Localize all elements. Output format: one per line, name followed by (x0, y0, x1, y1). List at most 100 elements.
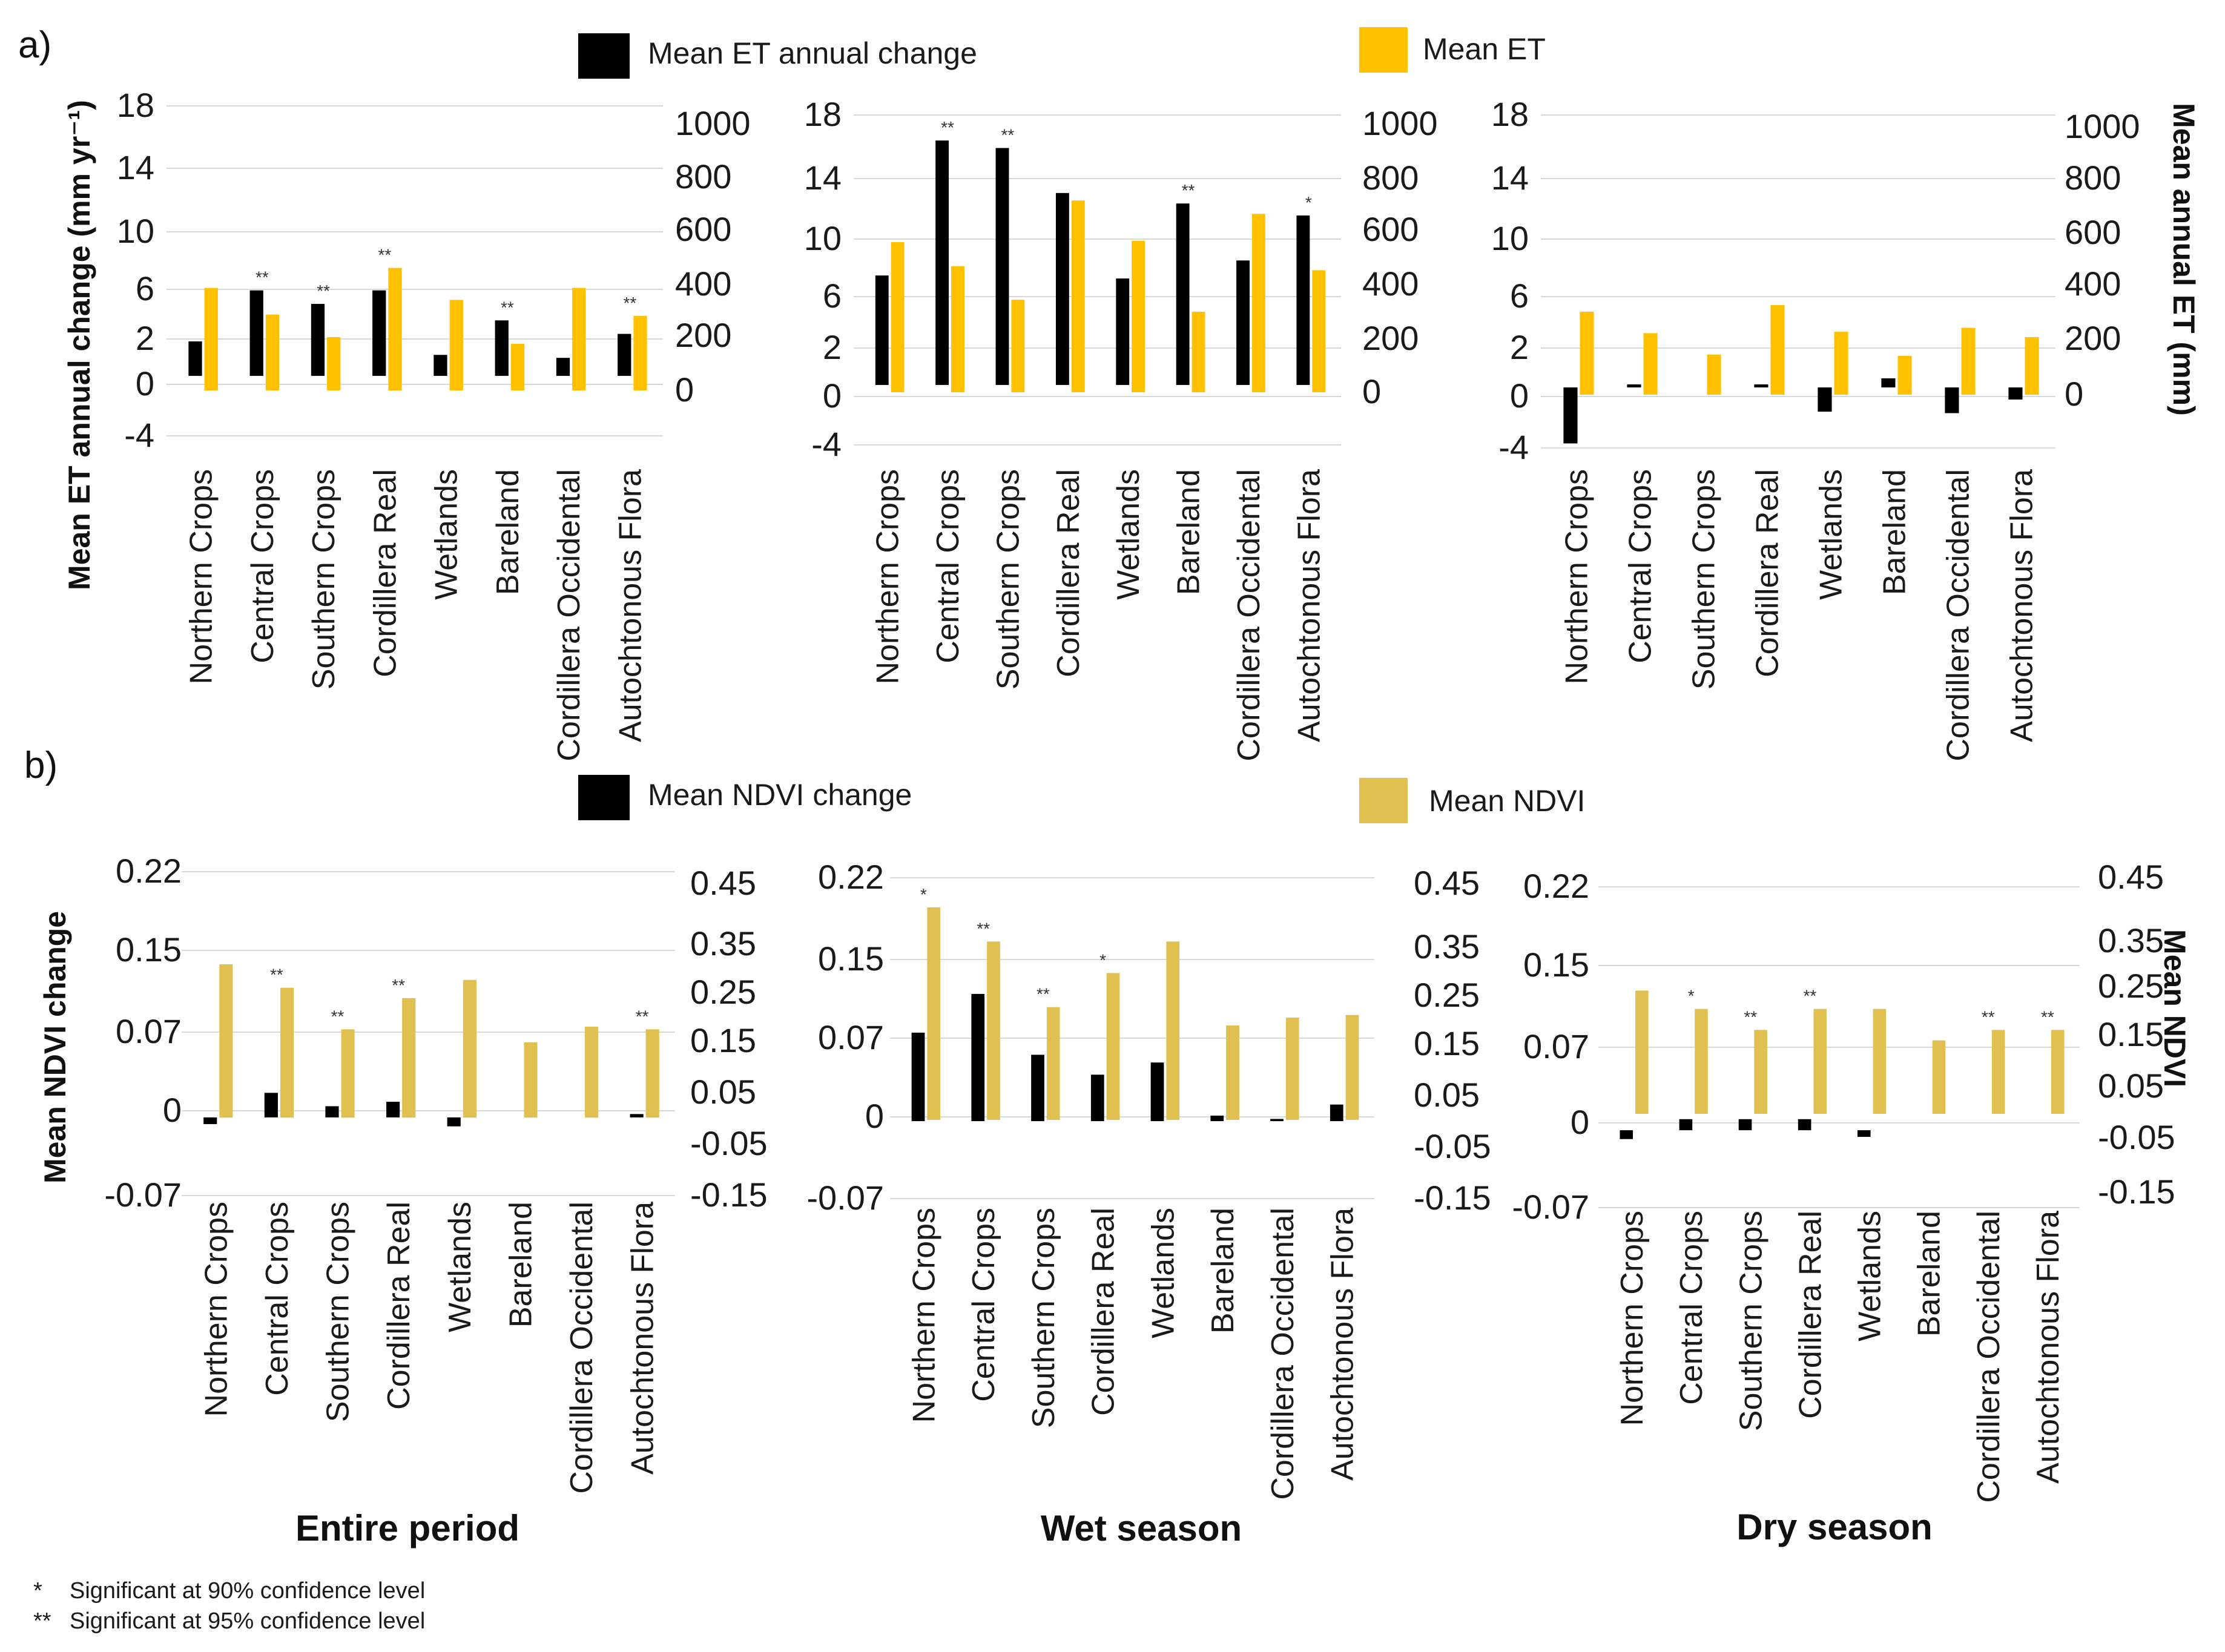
category-label: Autochtonous Flora (2031, 1211, 2066, 1484)
bar-mean (510, 344, 525, 390)
bar-change (995, 148, 1009, 385)
significance-marker: ** (1037, 985, 1050, 1004)
significance-marker: ** (317, 281, 330, 300)
left-tick-label: 0 (1510, 377, 1529, 415)
right-tick-label: 0.15 (2098, 1015, 2164, 1053)
bar-mean (645, 1029, 659, 1118)
category-label: Southern Crops (1687, 469, 1722, 689)
bar-change (1857, 1130, 1871, 1137)
left-tick-label: 10 (804, 219, 842, 257)
right-tick-label: 1000 (2065, 107, 2140, 145)
b-left-axis-title: Mean NDVI change (38, 911, 72, 1183)
left-tick-label: 0.07 (116, 1012, 182, 1050)
right-tick-label: 1000 (675, 104, 751, 142)
bar-mean (1897, 355, 1912, 395)
right-tick-label: 0.05 (690, 1073, 756, 1111)
category-label: Bareland (1172, 469, 1207, 595)
bar-mean (280, 987, 294, 1118)
bar-mean (1071, 200, 1085, 392)
category-label: Autochtonous Flora (2005, 469, 2040, 742)
bar-change (1330, 1104, 1343, 1122)
bar-mean (1961, 327, 1976, 395)
left-tick-label: 2 (1510, 328, 1529, 366)
bar-mean (1707, 354, 1721, 395)
significance-marker: ** (2041, 1007, 2054, 1026)
category-label: Bareland (1205, 1208, 1241, 1334)
right-tick-label: -0.05 (690, 1124, 768, 1162)
bar-change (249, 290, 263, 376)
category-label: Cordillera Occidental (1971, 1211, 2006, 1503)
left-tick-label: -4 (1498, 428, 1529, 466)
bar-mean (1046, 1007, 1060, 1120)
category-label: Bareland (490, 469, 526, 595)
bar-change (311, 304, 325, 376)
significance-marker: ** (255, 268, 269, 287)
panel-a-label: a) (18, 24, 51, 66)
significance-marker: ** (331, 1007, 344, 1025)
bar-change (556, 358, 570, 376)
left-tick-label: 0.15 (116, 930, 182, 969)
bar-change (264, 1093, 278, 1117)
category-label: Central Crops (931, 469, 966, 663)
bar-mean (572, 288, 586, 390)
bar-change (203, 1117, 217, 1124)
category-label: Cordillera Real (1750, 469, 1785, 677)
significance-marker: * (920, 885, 927, 904)
bar-change (935, 140, 949, 385)
left-tick-label: 6 (823, 277, 842, 315)
footnote-1-text: Significant at 90% confidence level (70, 1578, 425, 1604)
a-right-axis-title: Mean annual ET (mm) (2167, 103, 2201, 416)
bar-change (1116, 278, 1130, 385)
right-tick-label: 200 (1362, 319, 1419, 357)
left-tick-label: 0.07 (1523, 1027, 1589, 1065)
category-label: Southern Crops (1733, 1211, 1768, 1431)
significance-marker: ** (501, 298, 514, 317)
right-tick-label: -0.15 (1414, 1179, 1491, 1217)
chart-a-dry-season: 18 14 10 6 2 0 -4 1000 800 600 400 200 0 Northern Cro… (1491, 95, 2140, 762)
bar-change (971, 993, 985, 1122)
bar-change (875, 275, 889, 385)
bar-mean (1643, 333, 1658, 395)
bar-mean (524, 1042, 538, 1118)
left-tick-label: -0.07 (806, 1179, 884, 1217)
bar-change (1236, 260, 1250, 385)
significance-marker: ** (1744, 1007, 1757, 1026)
right-tick-label: 0.35 (1414, 927, 1480, 966)
bar-change (1620, 1130, 1633, 1139)
bar-mean (2051, 1030, 2065, 1114)
right-tick-label: 200 (2065, 319, 2121, 357)
right-tick-label: -0.15 (2098, 1173, 2175, 1211)
period-title-entire: Entire period (295, 1508, 519, 1548)
bar-change (1754, 384, 1768, 387)
left-tick-label: 0.07 (818, 1018, 884, 1056)
bar-change (911, 1032, 925, 1122)
bar-change (447, 1117, 461, 1127)
bar-mean (1011, 300, 1025, 392)
category-label: Cordillera Occidental (1265, 1208, 1300, 1500)
bar-change (630, 1114, 644, 1117)
legend-a-change-swatch (578, 33, 630, 79)
chart-a-wet-season: 18 14 10 6 2 0 -4 1000 800 600 400 200 0 Northern Cro… (804, 95, 1438, 762)
right-tick-label: 0.15 (1414, 1024, 1480, 1062)
bar-change (1798, 1119, 1811, 1131)
right-tick-label: 800 (1362, 159, 1419, 197)
legend-b-change-swatch (578, 775, 630, 820)
left-tick-label: 0.22 (818, 858, 884, 896)
bar-mean (327, 337, 341, 390)
right-tick-label: 0.35 (690, 924, 756, 963)
category-label: Northern Crops (1615, 1211, 1650, 1426)
significance-marker: ** (392, 976, 405, 995)
category-label: Southern Crops (321, 1202, 356, 1422)
bar-mean (1106, 973, 1120, 1120)
bar-mean (1345, 1015, 1359, 1120)
bar-change (1679, 1119, 1693, 1131)
bar-change (386, 1102, 400, 1117)
significance-marker: ** (1001, 126, 1015, 145)
bar-mean (1166, 941, 1180, 1120)
category-label: Southern Crops (1026, 1208, 1061, 1428)
bar-mean (1226, 1025, 1239, 1120)
bar-mean (265, 314, 280, 390)
bar-mean (987, 941, 1000, 1120)
